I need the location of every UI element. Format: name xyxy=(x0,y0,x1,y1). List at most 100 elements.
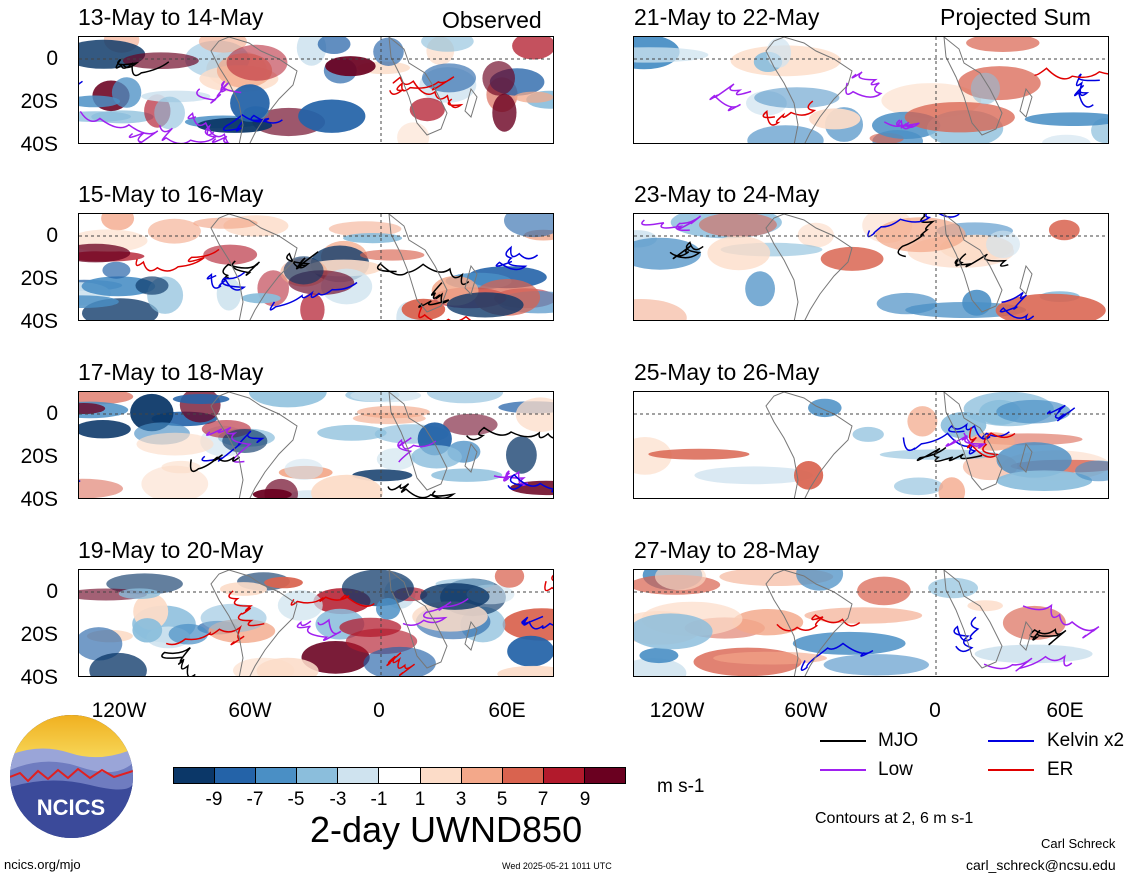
wave-contour xyxy=(507,473,553,493)
anomaly-shade xyxy=(634,658,687,676)
wave-contour xyxy=(158,123,217,143)
xtick-label: 120W xyxy=(649,699,705,722)
ytick-label: 0 xyxy=(46,47,58,70)
wave-contour xyxy=(945,432,987,449)
colorbar-label: -5 xyxy=(287,789,305,810)
anomaly-shade xyxy=(132,618,163,643)
anomaly-shade xyxy=(248,392,327,408)
anomaly-shade xyxy=(252,489,292,498)
ytick-label: 40S xyxy=(20,488,58,511)
anomaly-shade xyxy=(341,570,414,607)
logo-text: NCICS xyxy=(37,795,105,820)
anomaly-shade xyxy=(747,125,824,143)
colorbar-label: 5 xyxy=(496,789,508,810)
colorbar-label: -3 xyxy=(329,789,347,810)
wave-contour xyxy=(418,282,450,308)
wave-contour xyxy=(290,594,375,607)
wave-contour xyxy=(135,248,220,272)
anomaly-shade xyxy=(141,465,209,498)
wave-contour xyxy=(296,618,342,641)
anomaly-shade xyxy=(200,603,267,633)
ytick-label: 20S xyxy=(20,445,58,468)
anomaly-shade xyxy=(300,293,325,320)
author-email: carl_schreck@ncsu.edu xyxy=(966,857,1116,873)
anomaly-shade xyxy=(363,646,436,676)
map-panel-1 xyxy=(78,36,554,144)
anomaly-shade xyxy=(106,573,183,595)
wave-contour xyxy=(1046,404,1076,422)
anomaly-shade xyxy=(135,276,169,295)
anomaly-shade xyxy=(193,217,258,229)
ncics-logo: NCICS xyxy=(10,715,133,838)
coastline-africa xyxy=(388,214,448,313)
panel-title-7: 25-May to 26-May xyxy=(634,359,820,385)
colorbar-swatch xyxy=(543,768,585,783)
colorbar-swatch xyxy=(338,768,380,783)
coastline-south-america xyxy=(765,214,853,320)
colorbar-label: -7 xyxy=(246,789,264,810)
xtick-label: 120W xyxy=(91,699,147,722)
anomaly-shade xyxy=(130,393,174,432)
wave-contour xyxy=(495,245,539,271)
coastline-madagascar xyxy=(464,442,478,473)
colorbar-swatch xyxy=(584,768,626,783)
wave-contour xyxy=(402,598,469,627)
coastline-madagascar xyxy=(1019,442,1033,473)
coastline-africa xyxy=(943,214,1003,313)
anomaly-shade xyxy=(168,623,208,645)
anomaly-shade xyxy=(986,230,1020,258)
anomaly-shade xyxy=(506,436,537,474)
anomaly-shade xyxy=(996,442,1072,478)
coastline-madagascar xyxy=(1019,264,1033,295)
anomaly-shade xyxy=(1075,460,1108,482)
anomaly-shade xyxy=(694,466,814,485)
legend-label-kelvin: Kelvin x2 xyxy=(1047,730,1125,751)
anomaly-shade xyxy=(426,392,504,404)
anomaly-shade xyxy=(655,570,706,591)
wave-contour xyxy=(800,642,874,671)
anomaly-shade xyxy=(634,299,687,320)
anomaly-shade xyxy=(376,598,401,620)
figure-title: 2-day UWND850 xyxy=(310,809,583,850)
anomaly-shade xyxy=(118,588,161,599)
anomaly-shade xyxy=(79,403,106,414)
wave-contour xyxy=(206,426,252,463)
anomaly-shade xyxy=(852,426,884,442)
map-canvas-5 xyxy=(634,37,1108,143)
anomaly-shade xyxy=(1042,134,1091,143)
xtick-label: 60W xyxy=(784,699,828,722)
colorbar-swatch xyxy=(215,768,257,783)
legend-line-kelvin xyxy=(988,740,1034,742)
anomaly-shade xyxy=(904,102,1015,133)
anomaly-shade xyxy=(420,583,490,610)
xtick-label: 0 xyxy=(929,699,941,722)
anomaly-shade xyxy=(198,37,247,53)
colorbar-label: -9 xyxy=(205,789,223,810)
wave-contour xyxy=(376,262,470,286)
anomaly-shade xyxy=(1024,112,1108,126)
wave-contour xyxy=(165,625,245,646)
colorbar-label: -1 xyxy=(370,789,388,810)
website-link[interactable]: ncics.org/mjo xyxy=(4,857,81,872)
map-panel-4 xyxy=(78,569,554,677)
anomaly-shade xyxy=(79,243,131,263)
colorbar-label: 9 xyxy=(579,789,591,810)
anomaly-shade xyxy=(412,601,488,632)
anomaly-shade xyxy=(325,56,376,77)
anomaly-shade xyxy=(507,635,553,667)
anomaly-shade xyxy=(79,627,123,661)
anomaly-shade xyxy=(172,394,230,404)
anomaly-shade xyxy=(373,37,404,66)
panel-title-5: 21-May to 22-May xyxy=(634,4,820,30)
coastline-madagascar xyxy=(464,264,478,295)
anomaly-shade xyxy=(634,47,709,63)
anomaly-shade xyxy=(514,91,553,103)
wave-contour xyxy=(948,422,1010,440)
wave-contour xyxy=(983,654,1073,672)
author-name: Carl Schreck xyxy=(1041,836,1116,851)
map-canvas-3 xyxy=(79,392,553,498)
anomaly-shade xyxy=(492,93,517,132)
colorbar-label: 7 xyxy=(537,789,549,810)
anomaly-shade xyxy=(794,461,824,490)
anomaly-shade xyxy=(79,295,119,308)
